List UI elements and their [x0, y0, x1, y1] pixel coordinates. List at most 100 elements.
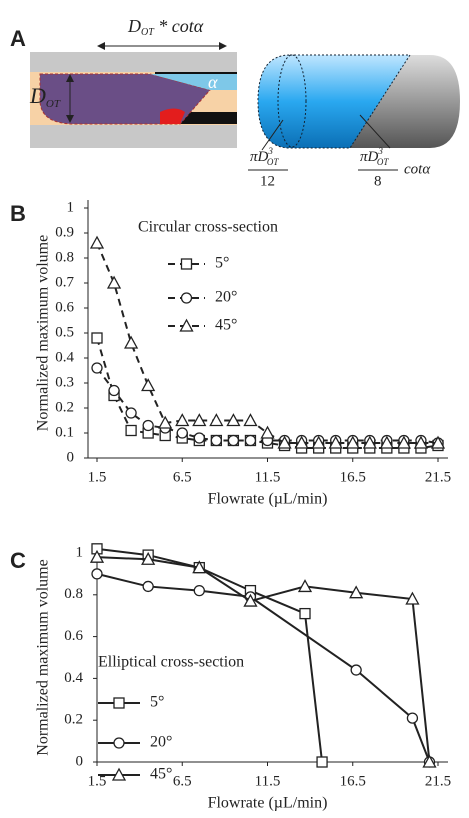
series-line	[96, 556, 431, 763]
y-axis-title: Normalized maximum volume	[35, 559, 52, 755]
text: * cotα	[154, 16, 204, 36]
y-tick-label: 0.4	[64, 670, 83, 686]
pointer	[359, 114, 391, 149]
y-tick-label: 1	[76, 544, 84, 560]
marker	[362, 435, 377, 449]
legend-label: 20°	[150, 734, 172, 751]
legend-label: 45°	[150, 766, 172, 783]
volume-right: πD3 OT 8 cotα	[358, 146, 431, 189]
marker	[430, 435, 446, 449]
x-tick-label: 11.5	[255, 469, 281, 485]
legend-title: Elliptical cross-section	[98, 654, 244, 671]
series-line	[96, 547, 324, 763]
marker	[125, 407, 137, 419]
marker	[142, 580, 154, 593]
marker	[125, 424, 137, 437]
marker	[91, 362, 103, 374]
y-tick-label: 0	[76, 753, 84, 769]
meniscus	[160, 108, 185, 124]
panel-a: A α DOT * cotα DOT πD3 OT 12 πD3 OT 8 cotα	[10, 16, 460, 189]
x-tick-label: 21.5	[425, 773, 451, 789]
diameter-label: DOT	[29, 83, 61, 109]
chart: C00.20.40.60.811.5 6.5 11.5 16.5 21.5Flowrat…	[10, 543, 451, 812]
marker	[226, 413, 241, 427]
x-axis-title: Flowrate (µL/min)	[208, 795, 328, 812]
marker	[316, 756, 328, 768]
y-tick-label: 0.2	[64, 712, 83, 728]
panel-label: C	[10, 548, 26, 573]
y-tick-label: 0.9	[55, 224, 74, 240]
y-tick-label: 0.1	[55, 424, 74, 440]
marker	[108, 384, 120, 397]
superscript: 3	[267, 146, 273, 156]
legend-title: Circular cross-section	[138, 219, 278, 236]
symbol: D	[127, 16, 141, 36]
y-tick-label: 0.8	[55, 249, 74, 265]
x-tick-label: 21.5	[425, 469, 451, 485]
x-tick-label: 11.5	[255, 773, 281, 789]
y-axis-title: Normalized maximum volume	[35, 235, 52, 431]
superscript: 3	[377, 146, 383, 156]
marker	[260, 425, 275, 439]
marker	[141, 551, 156, 565]
legend-marker	[180, 292, 193, 304]
marker	[349, 585, 364, 599]
marker	[294, 435, 309, 449]
marker	[299, 607, 311, 620]
legend-marker	[179, 318, 194, 332]
x-tick-label: 1.5	[88, 469, 107, 485]
panel-label: B	[10, 201, 26, 226]
marker	[124, 335, 139, 349]
marker	[243, 413, 258, 427]
y-tick-label: 0.5	[55, 324, 74, 340]
marker	[192, 560, 207, 574]
y-tick-label: 0.8	[64, 586, 83, 602]
y-tick-label: 0.7	[55, 274, 74, 290]
marker	[175, 413, 190, 427]
marker	[406, 712, 419, 724]
marker	[158, 415, 173, 429]
subscript: OT	[46, 98, 61, 110]
y-tick-label: 1	[67, 199, 75, 215]
marker	[328, 435, 343, 449]
x-tick-label: 16.5	[340, 773, 366, 789]
marker	[141, 378, 156, 392]
y-tick-label: 0.4	[55, 349, 74, 365]
marker	[350, 664, 362, 676]
x-axis-title: Flowrate (µL/min)	[208, 491, 328, 508]
numerator: πD3 OT	[250, 146, 279, 167]
panel-label: A	[10, 26, 26, 51]
x-tick-label: 1.5	[88, 773, 107, 789]
symbol: D	[29, 83, 46, 108]
length-label: DOT * cotα	[127, 16, 204, 38]
x-tick-label: 6.5	[173, 469, 192, 485]
chart: B00.10.20.30.40.50.60.70.80.911.5 6.5 11.5…	[10, 199, 451, 507]
series-line	[96, 242, 438, 444]
marker	[277, 435, 292, 449]
legend-label: 45°	[215, 317, 237, 334]
marker	[193, 584, 205, 597]
marker	[379, 435, 394, 449]
x-tick-label: 16.5	[340, 469, 366, 485]
denominator: 8	[374, 173, 382, 189]
y-tick-label: 0	[67, 449, 75, 465]
y-tick-label: 0.6	[55, 299, 74, 315]
marker	[244, 434, 257, 447]
marker	[91, 568, 103, 580]
marker	[405, 591, 420, 605]
marker	[89, 235, 105, 249]
marker	[193, 432, 205, 444]
marker	[345, 435, 360, 449]
charts: B00.10.20.30.40.50.60.70.80.911.5 6.5 11.5…	[10, 199, 451, 811]
marker	[89, 549, 105, 563]
legend-label: 5°	[150, 694, 164, 711]
marker	[297, 579, 313, 593]
numerator: πD3 OT	[360, 146, 389, 167]
subscript: OT	[141, 27, 155, 38]
x-tick-label: 6.5	[173, 773, 192, 789]
marker	[176, 427, 188, 439]
legend-marker	[113, 737, 125, 749]
marker	[106, 275, 122, 289]
pointer	[261, 119, 284, 151]
angle-wedge	[150, 74, 237, 90]
